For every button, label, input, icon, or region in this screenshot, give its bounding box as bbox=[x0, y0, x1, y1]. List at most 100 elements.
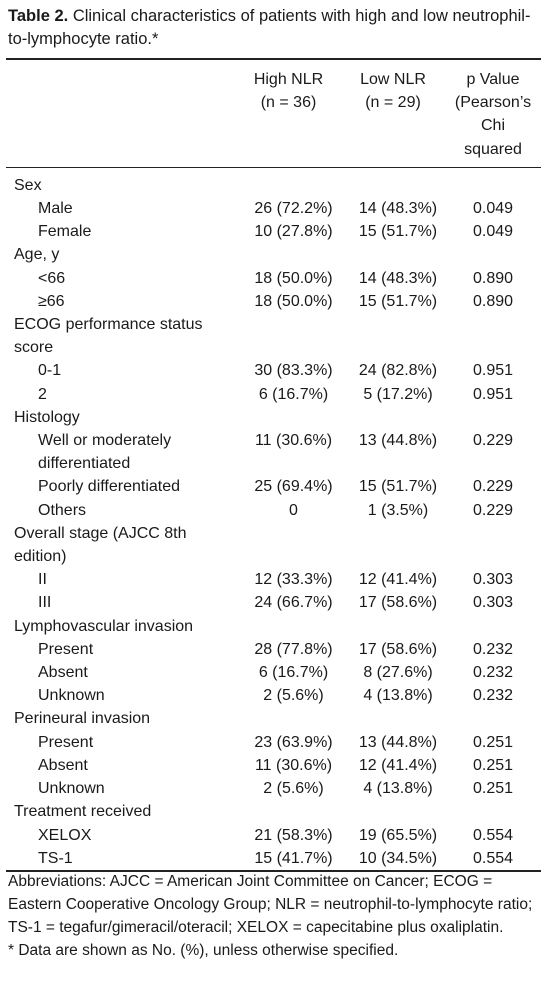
cell: 0.890 bbox=[472, 292, 514, 310]
cell: 4 (13.8%) bbox=[363, 687, 433, 705]
caption-label: Table 2. bbox=[8, 7, 69, 25]
cell: 0.229 bbox=[472, 501, 514, 519]
cell: 18 (50.0%) bbox=[254, 269, 333, 287]
empty-cell bbox=[445, 313, 541, 359]
cell: 6 (16.7%) bbox=[258, 664, 329, 682]
row-label: Absent bbox=[38, 664, 88, 682]
empty-cell bbox=[228, 313, 341, 359]
header-cell: Low NLR (n = 29) bbox=[360, 71, 426, 112]
section-row: Sex bbox=[6, 167, 541, 197]
cell: 0.229 bbox=[472, 432, 514, 450]
data-row: II 12 (33.3%) 12 (41.4%) 0.303 bbox=[6, 568, 541, 591]
row-label: Present bbox=[38, 733, 94, 751]
row-label: TS-1 bbox=[38, 849, 73, 867]
cell: 0.951 bbox=[472, 385, 514, 403]
cell: 21 (58.3%) bbox=[254, 826, 333, 844]
cell: 0.232 bbox=[472, 664, 514, 682]
cell: 0.251 bbox=[472, 756, 514, 774]
cell: 2 (5.6%) bbox=[263, 687, 324, 705]
data-row: Unknown 2 (5.6%) 4 (13.8%) 0.232 bbox=[6, 684, 541, 707]
data-row: ≥66 18 (50.0%) 15 (51.7%) 0.890 bbox=[6, 290, 541, 313]
cell: 28 (77.8%) bbox=[254, 640, 333, 658]
data-row: <66 18 (50.0%) 14 (48.3%) 0.890 bbox=[6, 267, 541, 290]
row-label: ≥66 bbox=[38, 292, 65, 310]
cell: 0.554 bbox=[472, 849, 514, 867]
data-row: Poorly differentiated 25 (69.4%) 15 (51.7%… bbox=[6, 475, 541, 498]
cell: 14 (48.3%) bbox=[358, 269, 438, 287]
footnotes: Abbreviations: AJCC = American Joint Com… bbox=[8, 870, 538, 962]
row-label: Others bbox=[38, 501, 87, 519]
cell: 5 (17.2%) bbox=[363, 385, 433, 403]
data-row: Present 23 (63.9%) 13 (44.8%) 0.251 bbox=[6, 731, 541, 754]
cell: 4 (13.8%) bbox=[363, 780, 433, 798]
cell: 0.951 bbox=[472, 362, 514, 380]
empty-cell bbox=[445, 615, 541, 638]
cell: 10 (34.5%) bbox=[358, 849, 438, 867]
row-label: Poorly differentiated bbox=[38, 478, 181, 496]
cell: 11 (30.6%) bbox=[254, 756, 333, 774]
cell: 15 (51.7%) bbox=[358, 478, 438, 496]
section-label: Lymphovascular invasion bbox=[14, 617, 194, 635]
cell: 0.229 bbox=[472, 478, 514, 496]
row-label: Female bbox=[38, 223, 92, 241]
section-row: ECOG performance status score bbox=[6, 313, 541, 359]
row-label: Male bbox=[38, 200, 73, 218]
cell: 12 (41.4%) bbox=[358, 756, 438, 774]
section-row: Overall stage (AJCC 8th edition) bbox=[6, 522, 541, 568]
data-row: Male 26 (72.2%) 14 (48.3%) 0.049 bbox=[6, 197, 541, 220]
empty-cell bbox=[341, 406, 445, 429]
empty-cell bbox=[341, 167, 445, 197]
row-label: II bbox=[38, 571, 47, 589]
empty-cell bbox=[445, 800, 541, 823]
section-label: Overall stage (AJCC 8th edition) bbox=[14, 524, 187, 566]
cell: 11 (30.6%) bbox=[254, 432, 333, 450]
cell: 0.232 bbox=[472, 640, 514, 658]
table-head: High NLR (n = 36) Low NLR (n = 29) p Val… bbox=[6, 59, 541, 168]
cell: 0.049 bbox=[472, 200, 514, 218]
section-row: Age, y bbox=[6, 243, 541, 266]
header-row: High NLR (n = 36) Low NLR (n = 29) p Val… bbox=[6, 59, 541, 168]
cell: 15 (51.7%) bbox=[358, 223, 438, 241]
cell: 24 (66.7%) bbox=[254, 594, 333, 612]
cell: 19 (65.5%) bbox=[358, 826, 438, 844]
section-label: Histology bbox=[14, 408, 80, 426]
table-body: Sex Male 26 (72.2%) 14 (48.3%) 0.049 Female 10… bbox=[6, 167, 541, 871]
cell: 15 (51.7%) bbox=[358, 292, 438, 310]
empty-cell bbox=[228, 167, 341, 197]
empty-cell bbox=[445, 243, 541, 266]
cell: 0.890 bbox=[472, 269, 514, 287]
empty-cell bbox=[445, 167, 541, 197]
row-label: 0-1 bbox=[38, 362, 62, 380]
cell: 18 (50.0%) bbox=[254, 292, 333, 310]
row-label: Absent bbox=[38, 756, 88, 774]
data-row: Others 0 1 (3.5%) 0.229 bbox=[6, 499, 541, 522]
data-row: 0-1 30 (83.3%) 24 (82.8%) 0.951 bbox=[6, 359, 541, 382]
data-row: 2 6 (16.7%) 5 (17.2%) 0.951 bbox=[6, 383, 541, 406]
cell: 15 (41.7%) bbox=[254, 849, 333, 867]
cell: 8 (27.6%) bbox=[363, 664, 433, 682]
cell: 0.232 bbox=[472, 687, 514, 705]
row-label: Unknown bbox=[38, 780, 105, 798]
empty-cell bbox=[228, 522, 341, 568]
cell: 17 (58.6%) bbox=[358, 594, 438, 612]
section-row: Treatment received bbox=[6, 800, 541, 823]
cell: 2 (5.6%) bbox=[263, 780, 324, 798]
row-label: Well or moderately differentiated bbox=[38, 432, 172, 473]
cell: 0.251 bbox=[472, 733, 514, 751]
section-label: Sex bbox=[14, 176, 42, 194]
data-row: Absent 6 (16.7%) 8 (27.6%) 0.232 bbox=[6, 661, 541, 684]
cell: 0.554 bbox=[472, 826, 514, 844]
data-row: III 24 (66.7%) 17 (58.6%) 0.303 bbox=[6, 591, 541, 614]
cell: 1 (3.5%) bbox=[367, 501, 429, 519]
empty-cell bbox=[228, 243, 341, 266]
data-row: Present 28 (77.8%) 17 (58.6%) 0.232 bbox=[6, 638, 541, 661]
header-cell bbox=[6, 59, 228, 167]
data-row: Well or moderately differentiated 11 (30.… bbox=[6, 429, 541, 475]
section-row: Histology bbox=[6, 406, 541, 429]
row-label: <66 bbox=[38, 269, 66, 287]
cell: 0.251 bbox=[472, 780, 514, 798]
empty-cell bbox=[341, 707, 445, 730]
row-label: 2 bbox=[38, 385, 47, 403]
cell: 10 (27.8%) bbox=[254, 223, 333, 241]
empty-cell bbox=[341, 243, 445, 266]
